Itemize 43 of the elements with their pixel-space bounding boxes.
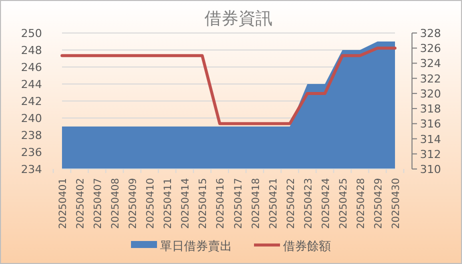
y2-tick-label: 310 [420, 163, 441, 176]
y2-tick-label: 318 [420, 102, 441, 116]
y-tick-label: 238 [21, 129, 42, 142]
x-tick-label: 20250416 [216, 178, 227, 229]
x-tick-label: 20250421 [268, 178, 280, 229]
x-tick-label: 20250401 [58, 178, 69, 229]
x-tick-label: 20250422 [286, 178, 297, 229]
y-tick-label: 244 [21, 78, 42, 91]
y-tick-label: 240 [21, 112, 42, 125]
x-tick-label: 20250402 [76, 178, 87, 229]
x-tick-label: 20250417 [233, 178, 244, 229]
x-tick-label: 20250425 [338, 178, 350, 229]
x-tick-label: 20250424 [320, 178, 332, 229]
y2-tick-label: 320 [420, 87, 441, 100]
x-tick-label: 20250415 [198, 178, 210, 229]
legend-label: 借券餘額 [283, 239, 331, 253]
y-tick-label: 234 [21, 163, 42, 176]
x-tick-label: 20250410 [146, 178, 157, 229]
x-tick-label: 20250408 [110, 178, 122, 229]
x-tick-label: 20250409 [128, 178, 140, 229]
y2-tick-label: 322 [420, 72, 441, 86]
y-tick-label: 246 [21, 61, 42, 74]
y2-tick-label: 328 [420, 27, 441, 40]
y-tick-label: 236 [21, 146, 42, 159]
x-tick-label: 20250430 [391, 178, 402, 229]
x-tick-label: 20250429 [373, 178, 384, 229]
y2-tick-label: 316 [420, 118, 441, 131]
legend-label: 單日借券賣出 [160, 239, 232, 253]
x-tick-label: 20250414 [180, 178, 192, 229]
chart-title: 借券資訊 [204, 9, 272, 29]
x-tick-label: 20250407 [93, 178, 104, 229]
y-tick-label: 250 [21, 27, 42, 40]
y2-tick-label: 312 [420, 148, 441, 161]
y2-tick-label: 314 [420, 132, 441, 146]
x-tick-label: 20250423 [303, 178, 314, 229]
x-tick-label: 20250428 [356, 178, 367, 229]
y2-tick-label: 324 [420, 57, 441, 70]
x-tick-label: 20250411 [163, 178, 174, 229]
y-tick-label: 248 [21, 44, 42, 57]
y2-tick-label: 326 [420, 42, 441, 56]
line-series [60, 46, 396, 126]
y-tick-label: 242 [21, 95, 42, 108]
x-tick-label: 20250418 [250, 178, 262, 229]
